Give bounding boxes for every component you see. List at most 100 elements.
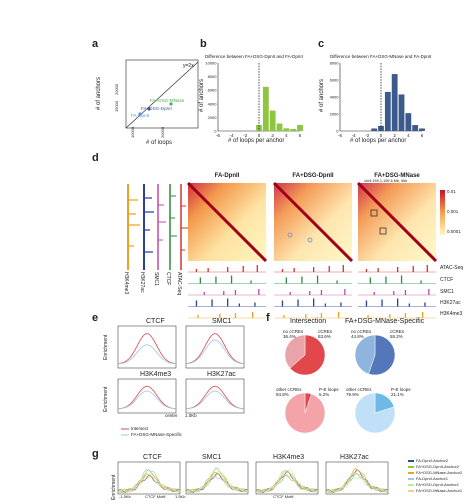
chart-b-xlabel: # of loops per anchor bbox=[228, 138, 285, 144]
e-title-smc1: SMC1 bbox=[212, 318, 232, 325]
f-title-specific: FA+DSG-MNase-Specific bbox=[345, 318, 425, 325]
g-xtick-right: 1.5Kb bbox=[175, 494, 186, 499]
track-label-h3k4me3: H3K4me3 bbox=[440, 311, 463, 317]
panel-letter-e: e bbox=[92, 312, 99, 324]
chart-c-xtick: -6 bbox=[338, 133, 342, 138]
g-legend-swatch bbox=[408, 478, 414, 480]
pie3-left-label: other cCREs 94.8% bbox=[276, 387, 302, 397]
g-legend: FA-DpnII-Anchor2 FA+DSG-DpnII-Anchor2 FA+D… bbox=[408, 458, 462, 494]
g-title-ctcf: CTCF bbox=[143, 454, 162, 461]
g-curve-1-1 bbox=[185, 467, 249, 493]
hic-heatmap-2 bbox=[272, 181, 354, 263]
colorbar-tick-2: 0.0001 bbox=[447, 229, 461, 234]
track-label-h3k27ac: H3K27ac bbox=[440, 300, 461, 306]
chart-c-title: Difference between FA+DSG-MNase and FA-D… bbox=[330, 54, 432, 59]
pie4-left-label: other cCREs 79.9% bbox=[346, 387, 372, 397]
chart-c-xtick: 2 bbox=[393, 133, 396, 138]
chart-b-ytick: 10000 bbox=[205, 61, 217, 66]
g-legend-swatch bbox=[408, 490, 414, 492]
e-title-ctcf: CTCF bbox=[146, 318, 165, 325]
panel-a-xlabel: # of loops bbox=[146, 140, 173, 146]
chart-b-bar-2 bbox=[269, 110, 276, 131]
pie4-right-label: P-E loops 21.1% bbox=[391, 387, 411, 397]
heatmap-title-3: FA+DSG-MNase bbox=[374, 173, 420, 179]
pie2-left-label: no cCREs 44.8% bbox=[351, 329, 372, 339]
chart-b-xtick: -2 bbox=[243, 133, 247, 138]
g-ylabel: Enrichment bbox=[111, 474, 117, 500]
e-legend-specific: FA+DSG-MNase-Specific bbox=[131, 432, 182, 437]
chart-c-ytick: 0 bbox=[336, 129, 339, 134]
chart-c-bar-5 bbox=[412, 125, 419, 131]
g-legend-label: FA+DSG-DpnII-Anchor1 bbox=[416, 482, 460, 487]
chart-b-ytick: 2000 bbox=[208, 115, 218, 120]
panel-letter-f: f bbox=[266, 312, 270, 324]
e-curve-intersect-3 bbox=[185, 385, 245, 410]
g-curve-3-1 bbox=[325, 473, 389, 493]
g-legend-label: FA+DSG-DpnII-Anchor2 bbox=[416, 464, 460, 469]
e-legend-intersect: Intersect bbox=[131, 426, 149, 431]
e-title-h3k4me3: H3K4me3 bbox=[140, 371, 172, 378]
panel-letter-b: b bbox=[200, 38, 207, 50]
colorbar bbox=[440, 190, 445, 235]
g-legend-swatch bbox=[408, 484, 414, 486]
e-curve-intersect-2 bbox=[117, 385, 177, 410]
pie-4-slice-left bbox=[354, 392, 396, 434]
chart-c-ytick: 6000 bbox=[330, 78, 340, 83]
chart-c-xtick: -4 bbox=[352, 133, 356, 138]
g-curve-1-3 bbox=[185, 476, 249, 493]
g-xtick-center-2: CTCF Motif bbox=[273, 494, 294, 499]
e-curve-intersect-0 bbox=[117, 333, 177, 365]
g-title-h3k27ac: H3K27ac bbox=[340, 454, 369, 461]
chart-b-ytick: 6000 bbox=[208, 88, 218, 93]
chart-b-xtick: 2 bbox=[271, 133, 274, 138]
chart-b-xtick: 6 bbox=[299, 133, 302, 138]
panel-letter-c: c bbox=[318, 38, 325, 50]
pie1-right-label: cCREs 63.6% bbox=[318, 329, 333, 339]
panel-letter-d: d bbox=[92, 152, 99, 164]
g-legend-item: FA+DSG-MNase-Anchor1 bbox=[408, 488, 462, 494]
chart-c-ytick: 2000 bbox=[330, 112, 340, 117]
chart-b-xtick: -4 bbox=[230, 133, 234, 138]
g-xtick-left: -1.5Kb bbox=[119, 494, 131, 499]
region-label: chr4:159,1-159.6 Mb, 5kb bbox=[364, 179, 408, 183]
e-curve-specific-1 bbox=[185, 339, 245, 365]
pie1-left-label: no cCREs 36.4% bbox=[283, 329, 304, 339]
g-legend-item: FA-DpnII-Anchor1 bbox=[408, 476, 462, 482]
label-fa-dsg-mnase: FA+DSG-MNase bbox=[150, 98, 185, 103]
chart-b-xtick: 0 bbox=[258, 133, 261, 138]
g-curve-2-5 bbox=[255, 471, 319, 493]
g-title-smc1: SMC1 bbox=[202, 454, 222, 461]
track-label-smc1: SMC1 bbox=[440, 289, 454, 295]
colorbar-tick-1: 0.001 bbox=[447, 209, 459, 214]
g-curve-3-5 bbox=[325, 470, 389, 493]
pie-1-slice-right bbox=[289, 334, 326, 376]
chart-b-ytick: 4000 bbox=[208, 101, 218, 106]
e-xtick-1kb: 1.0Kb bbox=[185, 413, 197, 418]
chart-c-xtick: 6 bbox=[421, 133, 424, 138]
chart-c-bar--1 bbox=[371, 128, 378, 131]
g-legend-item: FA+DSG-DpnII-Anchor2 bbox=[408, 464, 462, 470]
g-title-h3k4me3: H3K4me3 bbox=[273, 454, 305, 461]
e-curve-specific-3 bbox=[185, 390, 245, 410]
chart-c-xtick: 0 bbox=[380, 133, 383, 138]
g-curve-0-5 bbox=[117, 475, 181, 493]
hic-heatmap-3 bbox=[356, 181, 438, 263]
e-curve-intersect-1 bbox=[185, 333, 245, 365]
left-track-area bbox=[127, 184, 188, 270]
chart-b-bar-3 bbox=[276, 123, 283, 131]
g-curve-2-2 bbox=[255, 470, 319, 493]
panel-letter-g: g bbox=[92, 448, 99, 460]
chart-c-xtick: -2 bbox=[365, 133, 369, 138]
e-curve-specific-2 bbox=[117, 390, 177, 410]
chart-b-bar-6 bbox=[297, 124, 303, 131]
g-xtick-center: CTCF Motif bbox=[145, 494, 166, 499]
colorbar-tick-0: 0.01 bbox=[447, 189, 456, 194]
heatmap-title-2: FA+DSG-DpnII bbox=[292, 173, 334, 179]
chart-b-bar-5 bbox=[290, 128, 297, 131]
g-curve-1-2 bbox=[185, 471, 249, 493]
chart-c-bar-6 bbox=[419, 128, 425, 131]
